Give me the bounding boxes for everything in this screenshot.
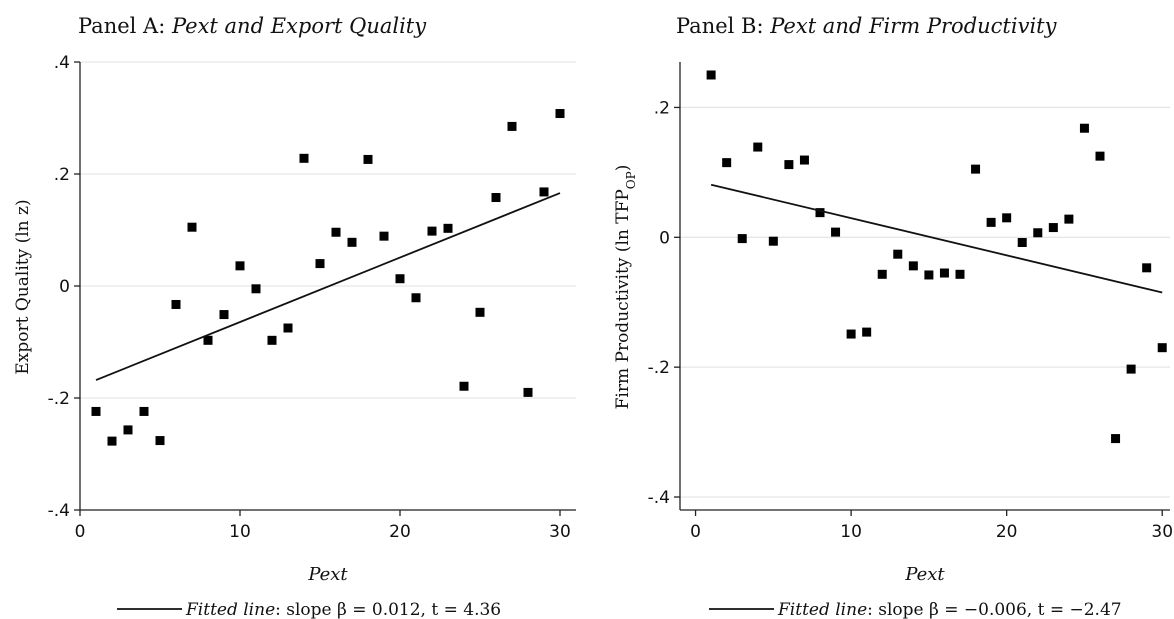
panel-b-data-point [893, 249, 903, 259]
panel-b-y-tick-label: .2 [654, 98, 670, 118]
panel-a-data-point [507, 121, 517, 131]
panel-b-x-tick-label: 0 [690, 522, 701, 542]
panel-b-data-point [1002, 213, 1012, 223]
panel-a-data-point [251, 284, 261, 294]
panel-b-x-tick-label: 20 [996, 522, 1018, 542]
panel-b-data-point [815, 208, 825, 218]
panel-b-gridlines [680, 106, 1170, 498]
panel-a-data-point [427, 226, 437, 236]
panel-a-data-point [443, 223, 453, 233]
panel-a-y-tick-label: .2 [54, 165, 70, 185]
panel-b-data-point [831, 227, 841, 237]
panel-a-fitted-line [95, 192, 561, 381]
panel-a-data-point [139, 406, 149, 416]
panel-b-data-point [1095, 151, 1105, 161]
panel-b-data-point [722, 158, 732, 168]
panel-a-data-point [379, 231, 389, 241]
panel-a-data-point [155, 436, 165, 446]
panel-a-data-point [299, 153, 309, 163]
panel-a-x-axis-label: Pext [307, 564, 348, 585]
panel-b-data-point [768, 236, 778, 246]
panel-b-points [706, 70, 1167, 444]
panel-b-data-point [1064, 214, 1074, 224]
panel-a-y-tick-label: .4 [54, 53, 70, 73]
panel-b-data-point [784, 160, 794, 170]
panel-a-data-point [187, 222, 197, 232]
panel-b-data-point [955, 269, 965, 279]
panel-b-data-point [706, 70, 716, 80]
panel-b-data-point [908, 261, 918, 271]
panel-b-x-tick-label: 30 [1151, 522, 1173, 542]
panel-b-data-point [1111, 434, 1121, 444]
panel-b-y-axis-label: Firm Productivity (ln TFPOP) [613, 165, 638, 410]
panel-a-y-tick-label: -.2 [48, 389, 70, 409]
panel-a-axes [74, 61, 576, 516]
panel-b-data-point [799, 155, 809, 165]
panel-b-data-point [1126, 364, 1136, 374]
panel-a-data-point [123, 425, 133, 435]
panel-b-data-point [1048, 223, 1058, 233]
panel-b-fitted-line [710, 183, 1163, 294]
panel-b-data-point [924, 270, 934, 280]
panel-b-y-tick-label: 0 [659, 228, 670, 248]
panel-a-x-tick-label: 10 [229, 522, 251, 542]
panel-a-data-point [555, 109, 565, 119]
panel-b-data-point [986, 217, 996, 227]
panel-b-title: Panel B: Pext and Firm Productivity [676, 14, 1058, 38]
panel-b-axes [674, 62, 1170, 516]
panel-a-data-point [411, 293, 421, 303]
panel-a-data-point [475, 307, 485, 317]
panel-a-data-point [267, 335, 277, 345]
panel-b-y-tick-label: -.2 [648, 358, 670, 378]
panel-b-fit [710, 183, 1163, 294]
panel-b-x-tick-label: 10 [840, 522, 862, 542]
panel-b-data-point [737, 234, 747, 244]
panel-a-title: Panel A: Pext and Export Quality [78, 14, 427, 38]
panel-a-data-point [459, 381, 469, 391]
panel-a-points [91, 109, 565, 446]
panel-b-data-point [753, 142, 763, 152]
panel-a-data-point [347, 237, 357, 247]
panel-a-data-point [395, 274, 405, 284]
panel-b-data-point [1079, 123, 1089, 133]
panel-b-data-point [971, 164, 981, 174]
panel-a-data-point [283, 323, 293, 333]
panel-a-fit [95, 192, 561, 381]
panel-b-data-point [877, 269, 887, 279]
panel-b-data-point [1157, 343, 1167, 353]
panel-a-x-tick-label: 30 [549, 522, 571, 542]
panel-b-data-point [1033, 228, 1043, 238]
panel-a-data-point [219, 310, 229, 320]
panel-b-y-tick-label: -.4 [648, 488, 670, 508]
panel-b: Panel B: Pext and Firm Productivity -.4-… [613, 14, 1173, 619]
panel-b-data-point [939, 268, 949, 278]
panel-b-legend-text: Fitted line: slope β = −0.006, t = −2.47 [777, 600, 1122, 619]
panel-b-data-point [846, 329, 856, 339]
panel-b-tick-labels: -.4 -.2 0 .2 0 10 20 30 [648, 98, 1173, 542]
panel-a-x-tick-label: 0 [75, 522, 86, 542]
panel-a-data-point [363, 154, 373, 164]
panel-a-data-point [331, 227, 341, 237]
panel-a-data-point [171, 299, 181, 309]
panel-a-data-point [203, 335, 213, 345]
panel-a-legend-text: Fitted line: slope β = 0.012, t = 4.36 [185, 600, 501, 619]
panel-b-x-axis-label: Pext [904, 564, 945, 585]
panel-a-tick-labels: -.4 -.2 0 .2 .4 0 10 20 30 [48, 53, 571, 542]
panel-a-data-point [315, 259, 325, 269]
panel-a-data-point [107, 436, 117, 446]
panel-b-data-point [1142, 263, 1152, 273]
panel-b-data-point [862, 327, 872, 337]
panel-a-data-point [523, 387, 533, 397]
panel-a-y-tick-label: 0 [59, 277, 70, 297]
panel-a-x-tick-label: 20 [389, 522, 411, 542]
panel-a-data-point [91, 406, 101, 416]
panel-a-data-point [491, 193, 501, 203]
panel-a-data-point [235, 261, 245, 271]
panel-b-data-point [1017, 237, 1027, 247]
panel-a: Panel A: Pext and Export Quality -.4 -.2 0… [13, 14, 576, 619]
panel-a-y-axis-label: Export Quality (ln z) [13, 199, 33, 374]
panel-a-y-tick-label: -.4 [48, 501, 70, 521]
panel-a-data-point [539, 187, 549, 197]
